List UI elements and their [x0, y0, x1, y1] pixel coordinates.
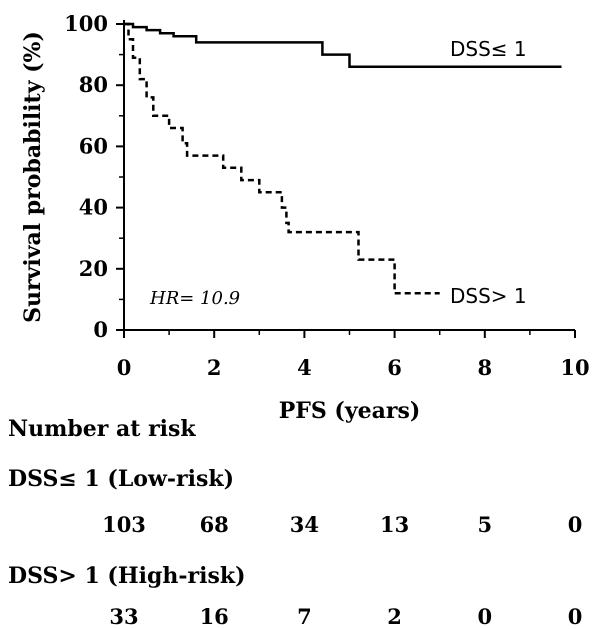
km-chart: 0 20 40 60 80 100 0 2 4 6 8 10 Survival probability… — [20, 11, 590, 424]
x-tick-label: 2 — [207, 355, 222, 380]
x-axis-title: PFS (years) — [279, 398, 421, 424]
risk-count: 0 — [567, 512, 583, 537]
series-line-high-risk — [124, 22, 440, 295]
y-axis-title: Survival probability (%) — [20, 31, 46, 323]
x-tick-label: 6 — [387, 355, 402, 380]
risk-count: 13 — [379, 512, 410, 537]
risk-count: 7 — [297, 604, 312, 629]
y-tick-label: 60 — [79, 133, 108, 158]
risk-count: 103 — [102, 512, 146, 537]
series-line-low-risk — [124, 22, 562, 69]
plot-area: 0 20 40 60 80 100 0 2 4 6 8 10 — [64, 11, 589, 380]
risk-count: 16 — [199, 604, 229, 629]
hazard-ratio-annotation: HR= 10.9 — [149, 288, 240, 309]
risk-count: 5 — [477, 512, 493, 537]
risk-count: 34 — [289, 512, 320, 537]
risk-count: 33 — [109, 604, 139, 629]
y-tick-label: 0 — [93, 317, 108, 342]
risk-table-title: Number at risk — [8, 416, 196, 442]
risk-count: 68 — [199, 512, 229, 537]
y-tick-label: 80 — [79, 72, 108, 97]
series-label-high-risk: DSS> 1 — [450, 284, 527, 308]
risk-count: 0 — [567, 604, 583, 629]
series-label-low-risk: DSS≤ 1 — [450, 37, 527, 61]
x-tick-label: 4 — [297, 355, 312, 380]
x-tick-label: 0 — [117, 355, 132, 380]
risk-group-high-label: DSS> 1 (High-risk) — [8, 563, 246, 589]
x-tick-label: 8 — [477, 355, 492, 380]
y-tick-label: 20 — [79, 256, 108, 281]
y-tick-label: 100 — [64, 11, 108, 36]
risk-group-low-label: DSS≤ 1 (Low-risk) — [8, 466, 235, 492]
x-tick-label: 10 — [560, 355, 589, 380]
risk-count: 0 — [477, 604, 493, 629]
risk-count: 2 — [387, 604, 402, 629]
y-tick-label: 40 — [79, 195, 108, 220]
